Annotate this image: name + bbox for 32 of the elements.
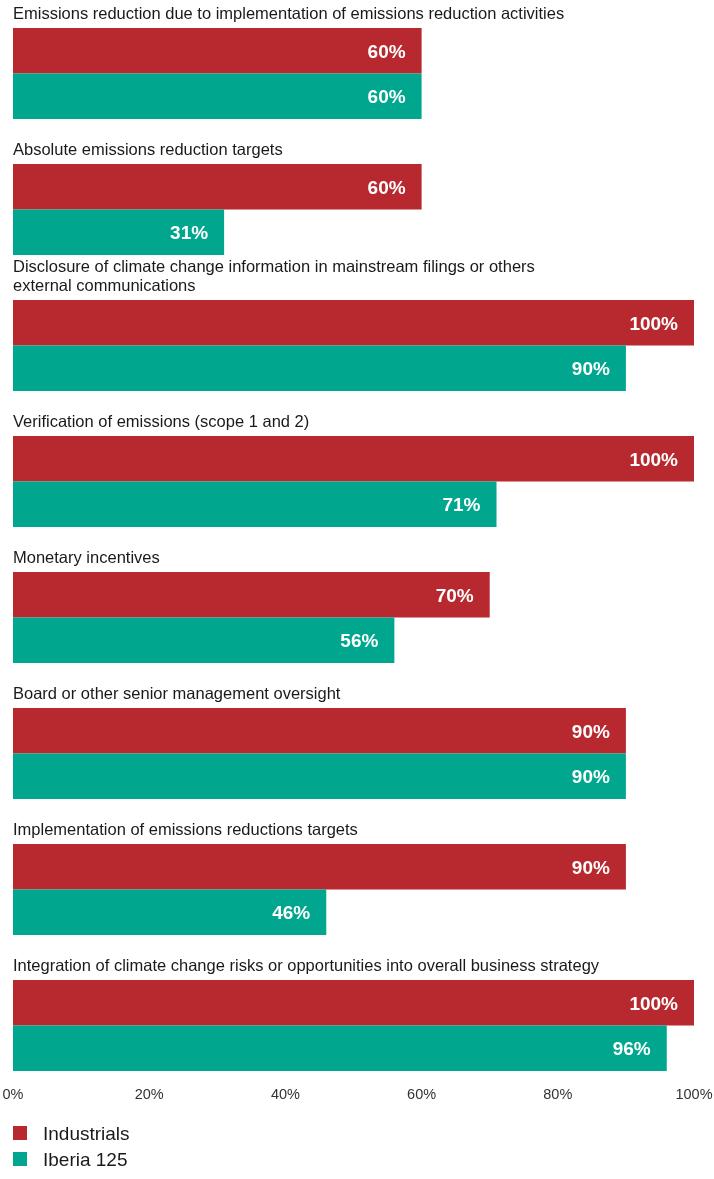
data-label: 56% <box>340 630 379 652</box>
x-tick-label: 40% <box>270 1086 301 1102</box>
legend-label: Iberia 125 <box>43 1149 128 1170</box>
data-label: 96% <box>612 1038 651 1060</box>
data-label: 90% <box>571 358 610 380</box>
y-tick-label: Monetary incentives <box>13 548 160 566</box>
data-label: 46% <box>272 902 311 924</box>
y-tick-label: Verification of emissions (scope 1 and 2) <box>13 412 310 430</box>
y-tick-label: Emissions reduction due to implementation of emissions reduction activities <box>13 4 565 22</box>
y-tick-label: Implementation of emissions reductions targets <box>13 820 358 838</box>
data-label: 90% <box>571 720 610 742</box>
data-label: 71% <box>442 494 481 516</box>
data-label: 90% <box>571 856 610 878</box>
data-label: 70% <box>435 584 474 606</box>
data-label: 31% <box>170 222 209 244</box>
data-label: 60% <box>367 40 406 62</box>
data-label: 60% <box>367 86 406 108</box>
data-label: 90% <box>571 766 610 788</box>
y-tick-label: Disclosure of climate change information in mainstream filings or others external communications <box>13 257 535 294</box>
legend-label: Industrials <box>43 1123 130 1144</box>
data-label: 100% <box>629 992 679 1014</box>
x-tick-label: 100% <box>675 1086 713 1102</box>
data-label: 100% <box>629 448 679 470</box>
x-tick-label: 80% <box>543 1086 573 1102</box>
x-tick-label: 0% <box>2 1086 24 1102</box>
y-tick-label: Integration of climate change risks or opportunities into overall business strategy <box>13 956 600 974</box>
x-tick-label: 60% <box>407 1086 437 1102</box>
y-tick-label: Absolute emissions reduction targets <box>13 140 283 158</box>
data-label: 60% <box>367 176 406 198</box>
x-tick-label: 20% <box>134 1086 164 1102</box>
y-tick-label: Board or other senior management oversight <box>13 684 341 702</box>
data-label: 100% <box>629 312 679 334</box>
